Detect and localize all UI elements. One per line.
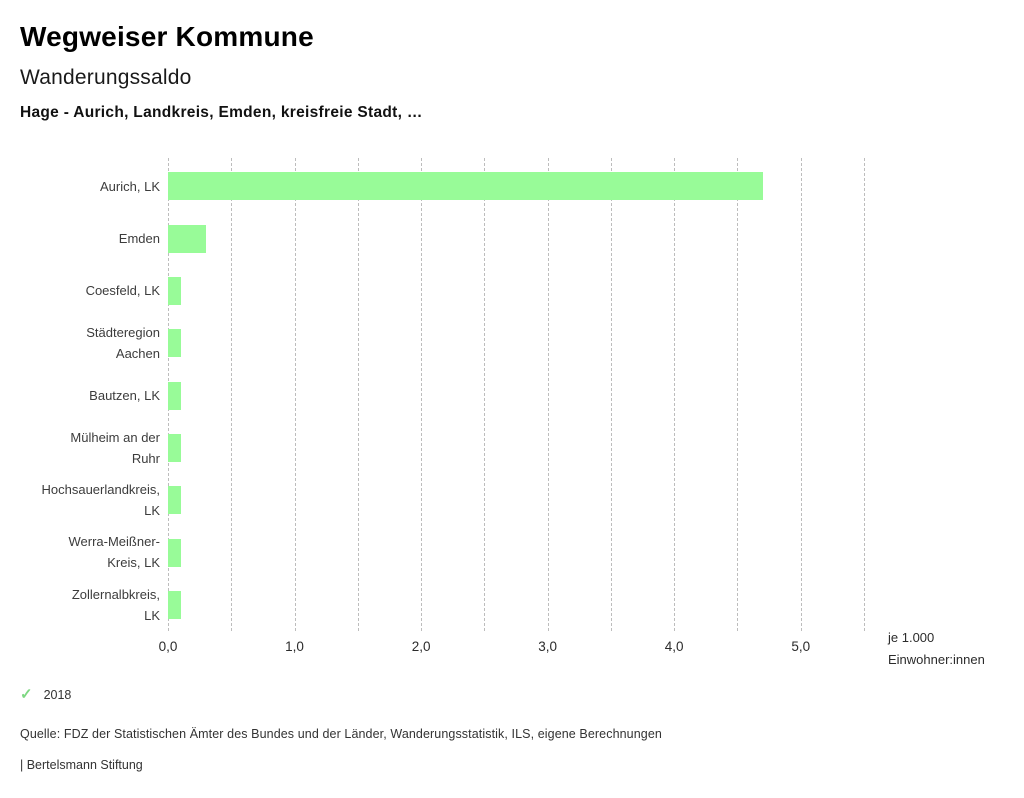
bar[interactable] — [168, 224, 206, 253]
gridline — [864, 158, 865, 631]
branding-text: | Bertelsmann Stiftung — [20, 758, 143, 772]
category-label: Emden — [118, 230, 160, 246]
gridline — [484, 158, 486, 631]
checkmark-icon: ✓ — [20, 686, 33, 703]
x-tick-label: 0,0 — [158, 639, 178, 654]
category-labels: Aurich, LK Emden Coesfeld, LK Städteregion A… — [0, 160, 160, 631]
bar[interactable] — [168, 381, 181, 410]
bar[interactable] — [168, 433, 181, 462]
category-label: Aurich, LK — [100, 178, 160, 194]
gridline — [357, 158, 359, 631]
x-tick-label: 5,0 — [791, 639, 811, 654]
category-label: Hochsauerlandkreis, LK — [41, 482, 160, 519]
x-axis-unit-label: je 1.000 Einwohner:innen — [888, 627, 985, 670]
x-axis-unit-line2: Einwohner:innen — [888, 651, 985, 667]
legend-item-2018[interactable]: ✓ 2018 — [20, 687, 71, 702]
x-tick-label: 1,0 — [285, 639, 304, 654]
plot-area — [168, 158, 865, 631]
bar-chart: Aurich, LK Emden Coesfeld, LK Städteregion A… — [0, 158, 1024, 654]
bar[interactable] — [168, 590, 181, 619]
category-label: Zollernalbkreis, LK — [71, 586, 160, 623]
bar[interactable] — [168, 329, 181, 358]
category-label: Städteregion Aachen — [86, 325, 160, 362]
bar[interactable] — [168, 486, 181, 515]
gridline — [421, 158, 423, 631]
chart-subtitle: Hage - Aurich, Landkreis, Emden, kreisfr… — [20, 104, 423, 121]
x-axis-ticks: 0,0 1,0 2,0 3,0 4,0 5,0 — [159, 639, 864, 659]
bar[interactable] — [168, 276, 181, 305]
source-text: Quelle: FDZ der Statistischen Ämter des … — [20, 727, 662, 741]
x-axis-unit-line1: je 1.000 — [888, 630, 935, 645]
gridline — [674, 158, 676, 631]
gridline — [800, 158, 802, 631]
gridline — [231, 158, 233, 631]
x-tick-label: 4,0 — [664, 639, 684, 654]
category-label: Werra-Meißner- Kreis, LK — [68, 534, 161, 571]
bar[interactable] — [168, 172, 763, 201]
chart-title: Wanderungssaldo — [20, 66, 192, 89]
gridline — [610, 158, 612, 631]
bar[interactable] — [168, 538, 181, 567]
gridline — [737, 158, 739, 631]
category-label: Bautzen, LK — [89, 387, 160, 403]
app-title: Wegweiser Kommune — [20, 21, 314, 52]
gridline — [294, 158, 296, 631]
category-label: Mülheim an der Ruhr — [70, 429, 160, 466]
x-tick-label: 3,0 — [538, 639, 558, 654]
category-label: Coesfeld, LK — [85, 283, 160, 299]
x-tick-label: 2,0 — [411, 639, 431, 654]
gridline — [547, 158, 549, 631]
legend-label: 2018 — [43, 687, 72, 702]
